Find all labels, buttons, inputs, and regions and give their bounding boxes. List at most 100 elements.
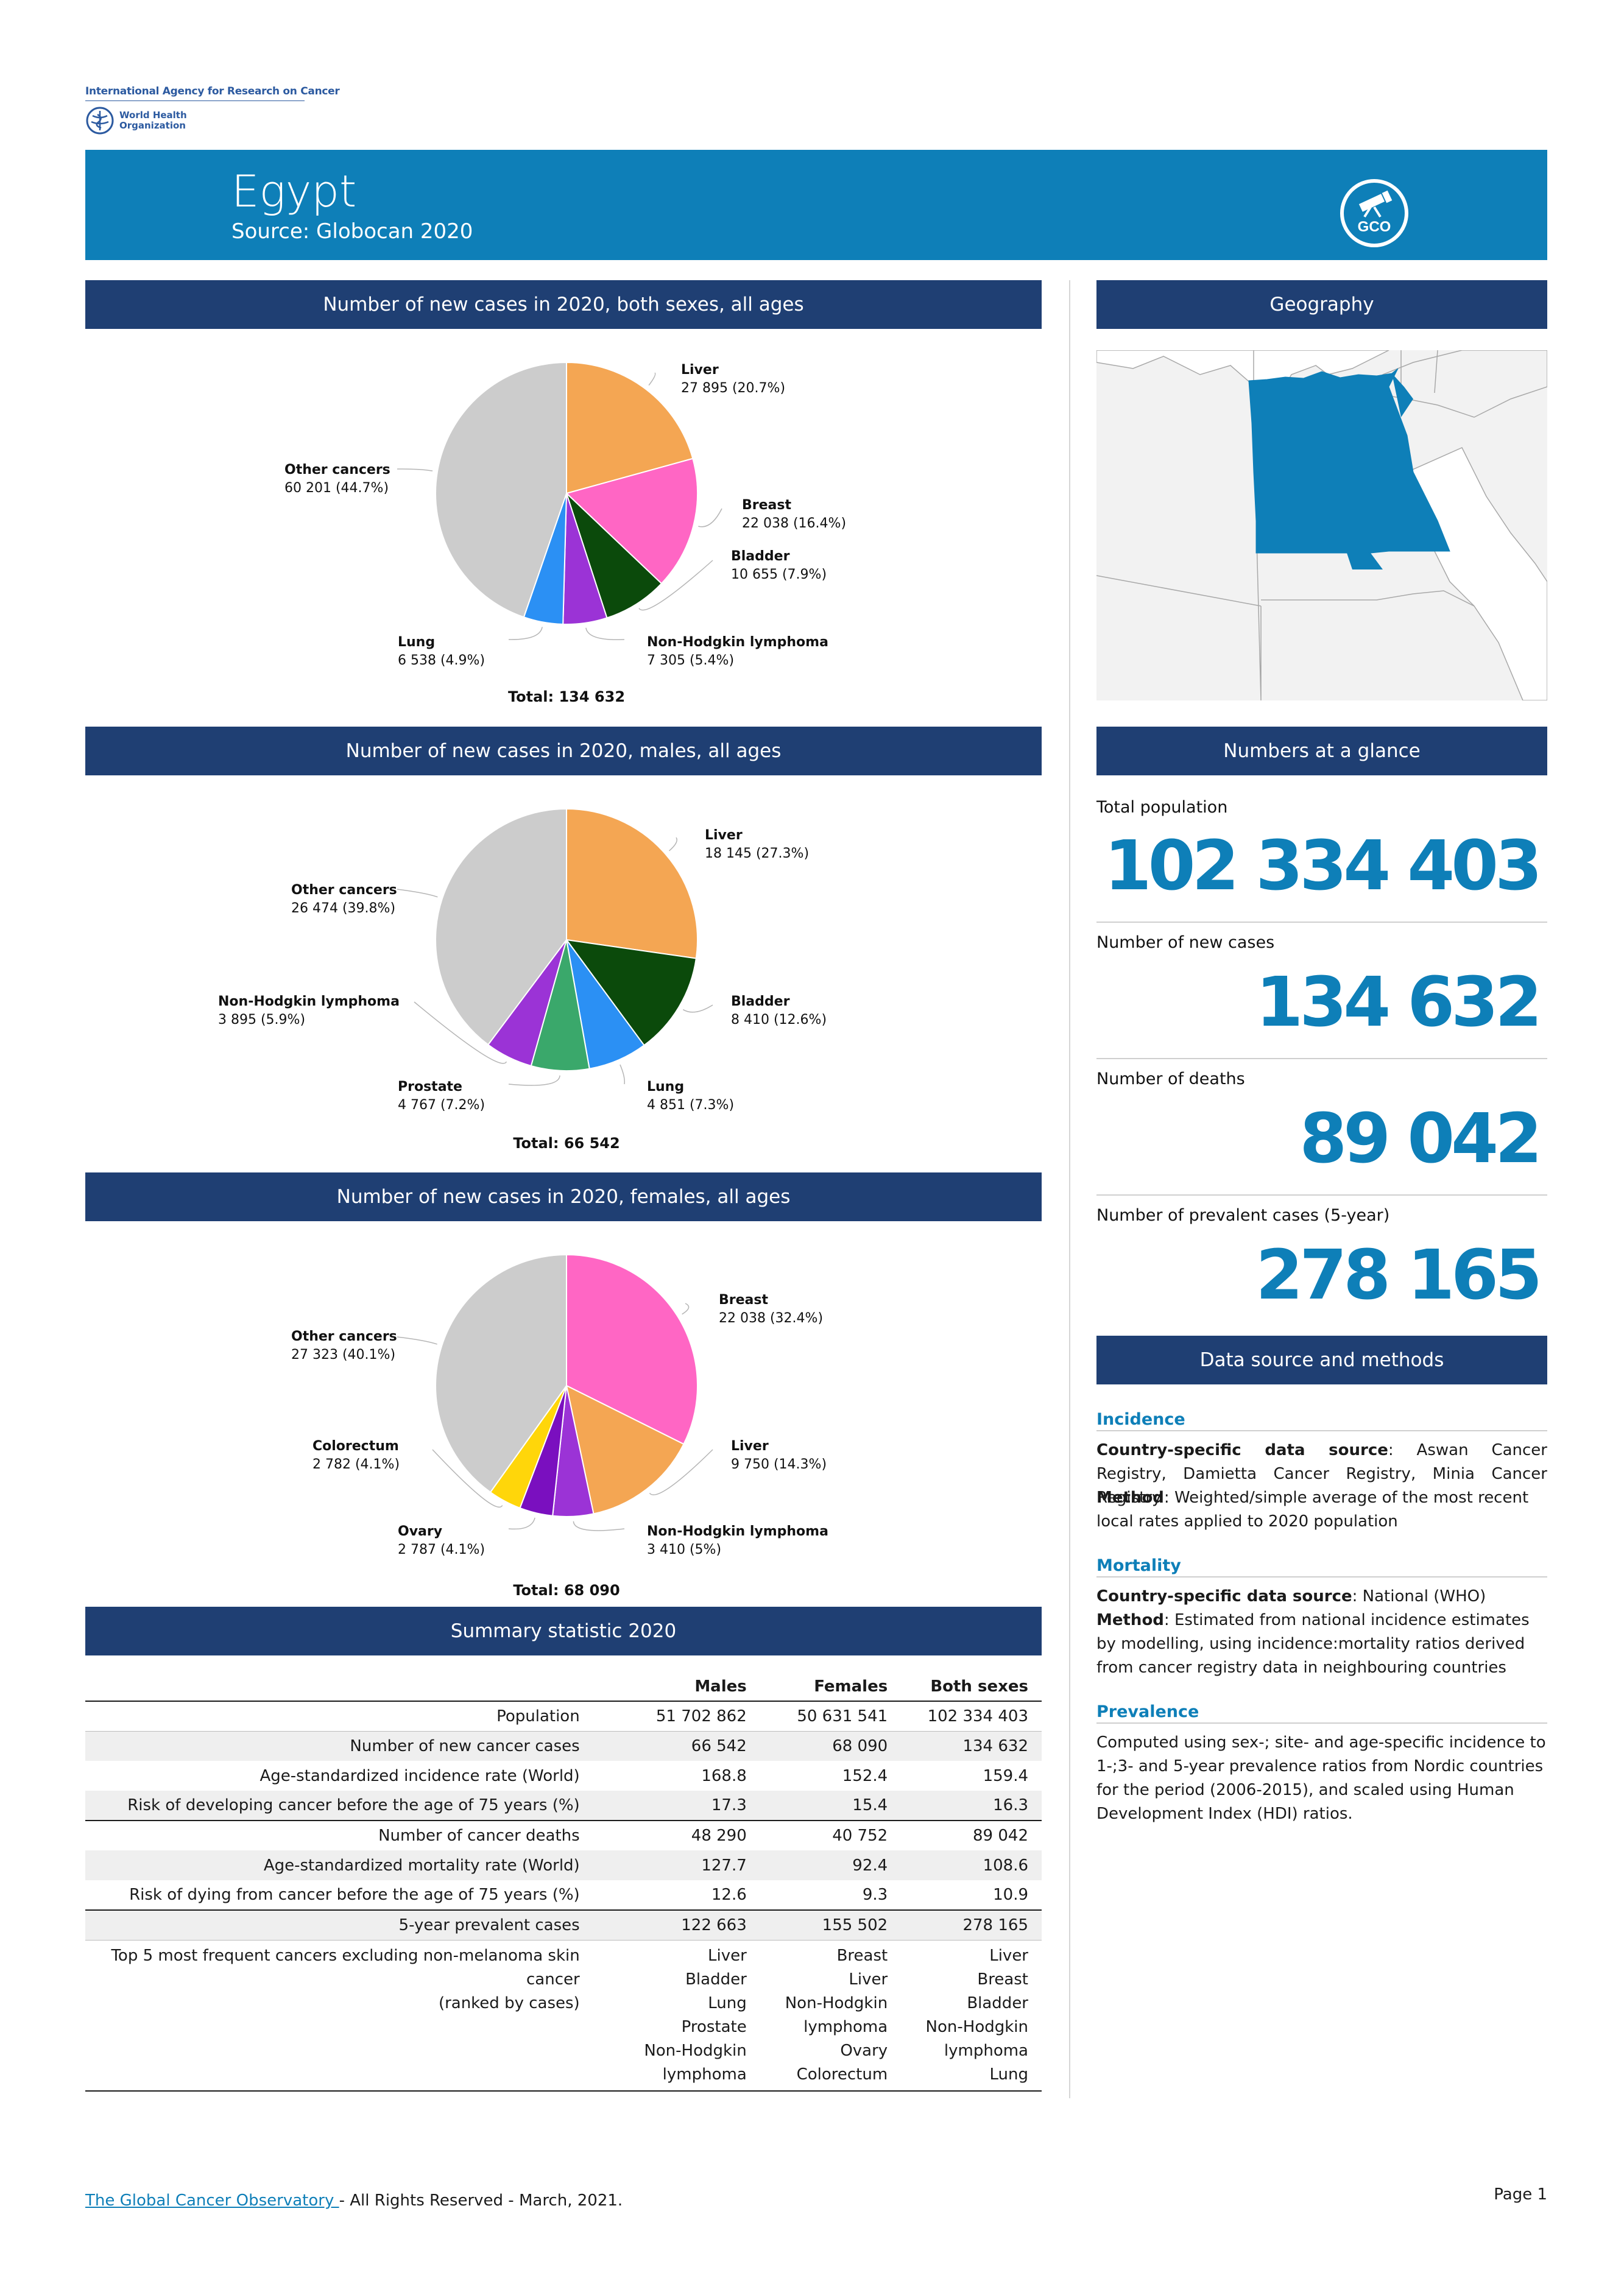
pie-label: Breast 22 038 (16.4%) bbox=[742, 496, 846, 533]
pie-label: Liver 9 750 (14.3%) bbox=[731, 1437, 827, 1474]
pie-label-name: Liver bbox=[681, 362, 719, 378]
pie-label: Non-Hodgkin lymphoma 3 410 (5%) bbox=[647, 1523, 828, 1559]
pie-label-value: 7 305 (5.4%) bbox=[647, 653, 735, 668]
pie-leader-line bbox=[682, 1004, 713, 1013]
pie-slice-other-cancers bbox=[434, 361, 567, 618]
pie-label-value: 22 038 (32.4%) bbox=[719, 1311, 824, 1326]
pie-label: Lung 4 851 (7.3%) bbox=[647, 1078, 734, 1115]
pie-label-name: Colorectum bbox=[312, 1439, 399, 1454]
table-row: Number of cancer deaths 48 290 40 752 89 04… bbox=[85, 1820, 1042, 1850]
gco-link[interactable]: The Global Cancer Observatory bbox=[85, 2191, 339, 2210]
pie-label-value: 8 410 (12.6%) bbox=[731, 1012, 827, 1028]
divider bbox=[1096, 1194, 1547, 1196]
glance-population-value: 102 334 403 bbox=[1104, 827, 1542, 906]
pie-label-value: 22 038 (16.4%) bbox=[742, 516, 847, 531]
gco-telescope-icon: GCO bbox=[1340, 179, 1408, 247]
pie-leader-line bbox=[682, 1303, 690, 1315]
divider bbox=[1096, 922, 1547, 923]
pie-slice-breast bbox=[565, 457, 698, 585]
col-females: Females bbox=[814, 1677, 888, 1696]
pie-males-svg bbox=[397, 808, 713, 1086]
iarc-name: International Agency for Research on Can… bbox=[85, 85, 340, 101]
mortality-source: Country-specific data source: National (… bbox=[1096, 1587, 1486, 1606]
who-emblem-icon bbox=[86, 107, 114, 135]
table-row: Population 51 702 862 50 631 541 102 334 40… bbox=[85, 1701, 1042, 1731]
pie-males-header: Number of new cases in 2020, males, all … bbox=[85, 727, 1042, 775]
iarc-who-logo: International Agency for Research on Can… bbox=[85, 85, 340, 135]
pie-label-name: Breast bbox=[719, 1292, 768, 1308]
pie-label: Breast 22 038 (32.4%) bbox=[719, 1291, 823, 1328]
pie-label-name: Bladder bbox=[731, 994, 790, 1009]
prevalence-text: Computed using sex-; site- and age-speci… bbox=[1096, 1733, 1546, 1823]
pie-leader-line bbox=[508, 1075, 560, 1086]
pie-label: Other cancers 60 201 (44.7%) bbox=[284, 461, 390, 498]
prevalence-title: Prevalence bbox=[1096, 1702, 1547, 1724]
divider bbox=[1096, 1058, 1547, 1059]
pie-label-name: Bladder bbox=[731, 549, 790, 564]
mortality-title: Mortality bbox=[1096, 1556, 1547, 1578]
pie-label-value: 4 767 (7.2%) bbox=[398, 1098, 485, 1113]
pie-label-value: 9 750 (14.3%) bbox=[731, 1457, 827, 1472]
pie-label: Liver 27 895 (20.7%) bbox=[681, 361, 785, 398]
pie-slice-bladder bbox=[565, 939, 697, 1046]
pie-label-value: 18 145 (27.3%) bbox=[705, 846, 810, 861]
glance-new-cases-label: Number of new cases bbox=[1096, 933, 1275, 952]
pie-label-value: 2 787 (4.1%) bbox=[398, 1542, 485, 1557]
pie-label: Other cancers 27 323 (40.1%) bbox=[291, 1328, 397, 1364]
pie-label-value: 60 201 (44.7%) bbox=[284, 481, 389, 496]
pie-label-name: Non-Hodgkin lymphoma bbox=[218, 994, 400, 1009]
pie-label-value: 6 538 (4.9%) bbox=[398, 653, 485, 668]
pie-label-value: 3 895 (5.9%) bbox=[218, 1012, 306, 1028]
table-row: Number of new cancer cases 66 542 68 090 13… bbox=[85, 1730, 1042, 1761]
pie-leader-line bbox=[508, 1517, 535, 1530]
glance-population-label: Total population bbox=[1096, 798, 1228, 817]
pie-label-name: Liver bbox=[705, 828, 743, 843]
summary-table: Males Females Both sexes Population 51 70… bbox=[85, 1672, 1042, 2092]
pie-leader-line bbox=[585, 627, 625, 641]
pie-label-value: 3 410 (5%) bbox=[647, 1542, 722, 1557]
footer-copyright: The Global Cancer Observatory - All Righ… bbox=[85, 2191, 623, 2210]
pie-total: Total: 134 632 bbox=[507, 688, 626, 705]
pie-label-name: Other cancers bbox=[284, 462, 390, 478]
col-males: Males bbox=[694, 1677, 747, 1696]
pie-slice-bladder bbox=[566, 493, 663, 619]
pie-both-svg bbox=[397, 361, 722, 641]
incidence-title: Incidence bbox=[1096, 1410, 1547, 1431]
pie-leader-line bbox=[397, 889, 438, 898]
table-row-top5: Top 5 most frequent cancers excluding no… bbox=[85, 1939, 1042, 2092]
pie-leader-line bbox=[620, 1064, 625, 1085]
pie-slice-liver bbox=[566, 361, 694, 495]
pie-label: Non-Hodgkin lymphoma 3 895 (5.9%) bbox=[218, 993, 400, 1029]
column-divider bbox=[1069, 280, 1070, 2098]
table-row: Risk of dying from cancer before the age… bbox=[129, 1886, 1028, 1904]
table-row: Age-standardized mortality rate (World) 1… bbox=[85, 1850, 1042, 1880]
mortality-method: Method: Estimated from national incidenc… bbox=[1096, 1611, 1530, 1677]
col-both: Both sexes bbox=[930, 1677, 1028, 1696]
pie-slice-other-cancers bbox=[435, 1253, 567, 1493]
pie-leader-line bbox=[638, 560, 713, 611]
pie-slice-liver bbox=[565, 1384, 685, 1515]
glance-new-cases-value: 134 632 bbox=[1255, 963, 1542, 1042]
pie-slice-breast bbox=[566, 1253, 698, 1445]
pie-label-value: 27 323 (40.1%) bbox=[291, 1347, 396, 1363]
pie-total: Total: 66 542 bbox=[513, 1135, 620, 1152]
country-title: Egypt bbox=[231, 166, 357, 217]
geography-header: Geography bbox=[1096, 280, 1547, 329]
pie-label-value: 4 851 (7.3%) bbox=[647, 1098, 735, 1113]
pie-both-header: Number of new cases in 2020, both sexes,… bbox=[85, 280, 1042, 329]
source-subtitle: Source: Globocan 2020 bbox=[231, 219, 473, 244]
pie-label-value: 26 474 (39.8%) bbox=[291, 901, 396, 916]
pie-label: Bladder 10 655 (7.9%) bbox=[731, 548, 827, 584]
pie-label-name: Liver bbox=[731, 1439, 769, 1454]
table-header-row: Males Females Both sexes bbox=[85, 1672, 1042, 1701]
summary-header: Summary statistic 2020 bbox=[85, 1607, 1042, 1655]
pie-label-name: Ovary bbox=[398, 1524, 443, 1539]
pie-label: Bladder 8 410 (12.6%) bbox=[731, 993, 827, 1029]
col-label bbox=[85, 1672, 623, 1701]
incidence-source: Country-specific data source: Aswan Canc… bbox=[1096, 1441, 1547, 1507]
pie-label: Lung 6 538 (4.9%) bbox=[398, 633, 485, 670]
pie-leader-line bbox=[698, 508, 722, 527]
pie-leader-line bbox=[573, 1521, 625, 1531]
pie-slice-liver bbox=[566, 808, 698, 959]
pie-label: Prostate 4 767 (7.2%) bbox=[398, 1078, 485, 1115]
